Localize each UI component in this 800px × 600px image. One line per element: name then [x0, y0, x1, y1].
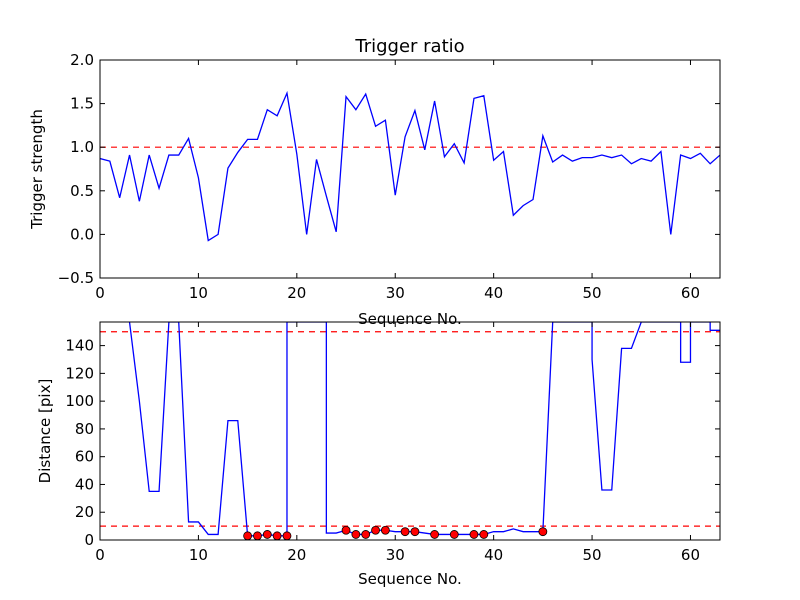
plot-area — [100, 322, 720, 540]
data-point — [272, 531, 282, 540]
data-point — [449, 530, 459, 539]
x-tick-label: 40 — [484, 546, 503, 564]
series-line-1 — [100, 90, 720, 242]
y-tick-label: 1.5 — [70, 95, 94, 113]
y-axis-label: Distance [pix] — [36, 379, 54, 484]
data-point — [400, 527, 410, 537]
data-point — [262, 530, 272, 539]
x-tick-label: 60 — [681, 284, 700, 302]
x-tick-label: 0 — [95, 284, 105, 302]
data-point — [538, 527, 548, 537]
x-tick-label: 60 — [681, 546, 700, 564]
x-tick-label: 50 — [583, 284, 602, 302]
x-tick-label: 40 — [484, 284, 503, 302]
chart-panel-2: 0 10 20 30 40 50 60 0 20 40 60 80 100 120 140 Sequence … — [36, 321, 721, 588]
x-tick-label: 20 — [287, 546, 306, 564]
data-point — [430, 530, 440, 539]
y-tick-label: 120 — [65, 364, 94, 382]
data-point — [371, 525, 380, 535]
y-tick-label: 20 — [75, 503, 94, 521]
y-tick-label: 140 — [65, 337, 94, 355]
data-point — [469, 530, 479, 539]
x-tick-label: 20 — [287, 284, 306, 302]
y-tick-label: 60 — [75, 448, 94, 466]
data-point — [341, 525, 351, 535]
data-point — [282, 531, 292, 540]
data-point — [361, 530, 371, 539]
series-line-1 — [128, 322, 720, 537]
chart-panel-1: 0 10 20 30 40 50 60 −0.5 0.0 0.5 1.0 1.5 2.0 Trigger … — [28, 36, 721, 328]
y-tick-label: −0.5 — [58, 269, 94, 287]
y-tick-label: 100 — [65, 392, 94, 410]
data-point — [410, 527, 420, 537]
y-tick-label: 1.0 — [70, 138, 94, 156]
data-point — [351, 530, 361, 539]
y-axis-label: Trigger strength — [28, 109, 46, 230]
x-tick-label: 50 — [583, 546, 602, 564]
data-point — [380, 525, 390, 535]
axes-frame — [99, 321, 721, 541]
data-point — [253, 531, 262, 540]
y-tick-label: 0.5 — [70, 182, 94, 200]
plot-area — [100, 90, 720, 242]
data-point — [243, 531, 253, 540]
axes-frame — [99, 59, 721, 279]
x-axis-label: Sequence No. — [358, 570, 462, 588]
x-tick-label: 0 — [95, 546, 105, 564]
x-axis-label: Sequence No. — [358, 310, 462, 328]
y-tick-label: 0.0 — [70, 225, 94, 243]
y-tick-label: 80 — [75, 420, 94, 438]
x-tick-label: 10 — [189, 284, 208, 302]
y-tick-label: 40 — [75, 475, 94, 493]
x-tick-label: 30 — [386, 546, 405, 564]
y-tick-label: 0 — [84, 531, 94, 549]
y-tick-label: 2.0 — [70, 51, 94, 69]
chart-title: Trigger ratio — [354, 36, 464, 57]
data-point — [479, 530, 489, 539]
x-tick-label: 10 — [189, 546, 208, 564]
x-tick-label: 30 — [386, 284, 405, 302]
